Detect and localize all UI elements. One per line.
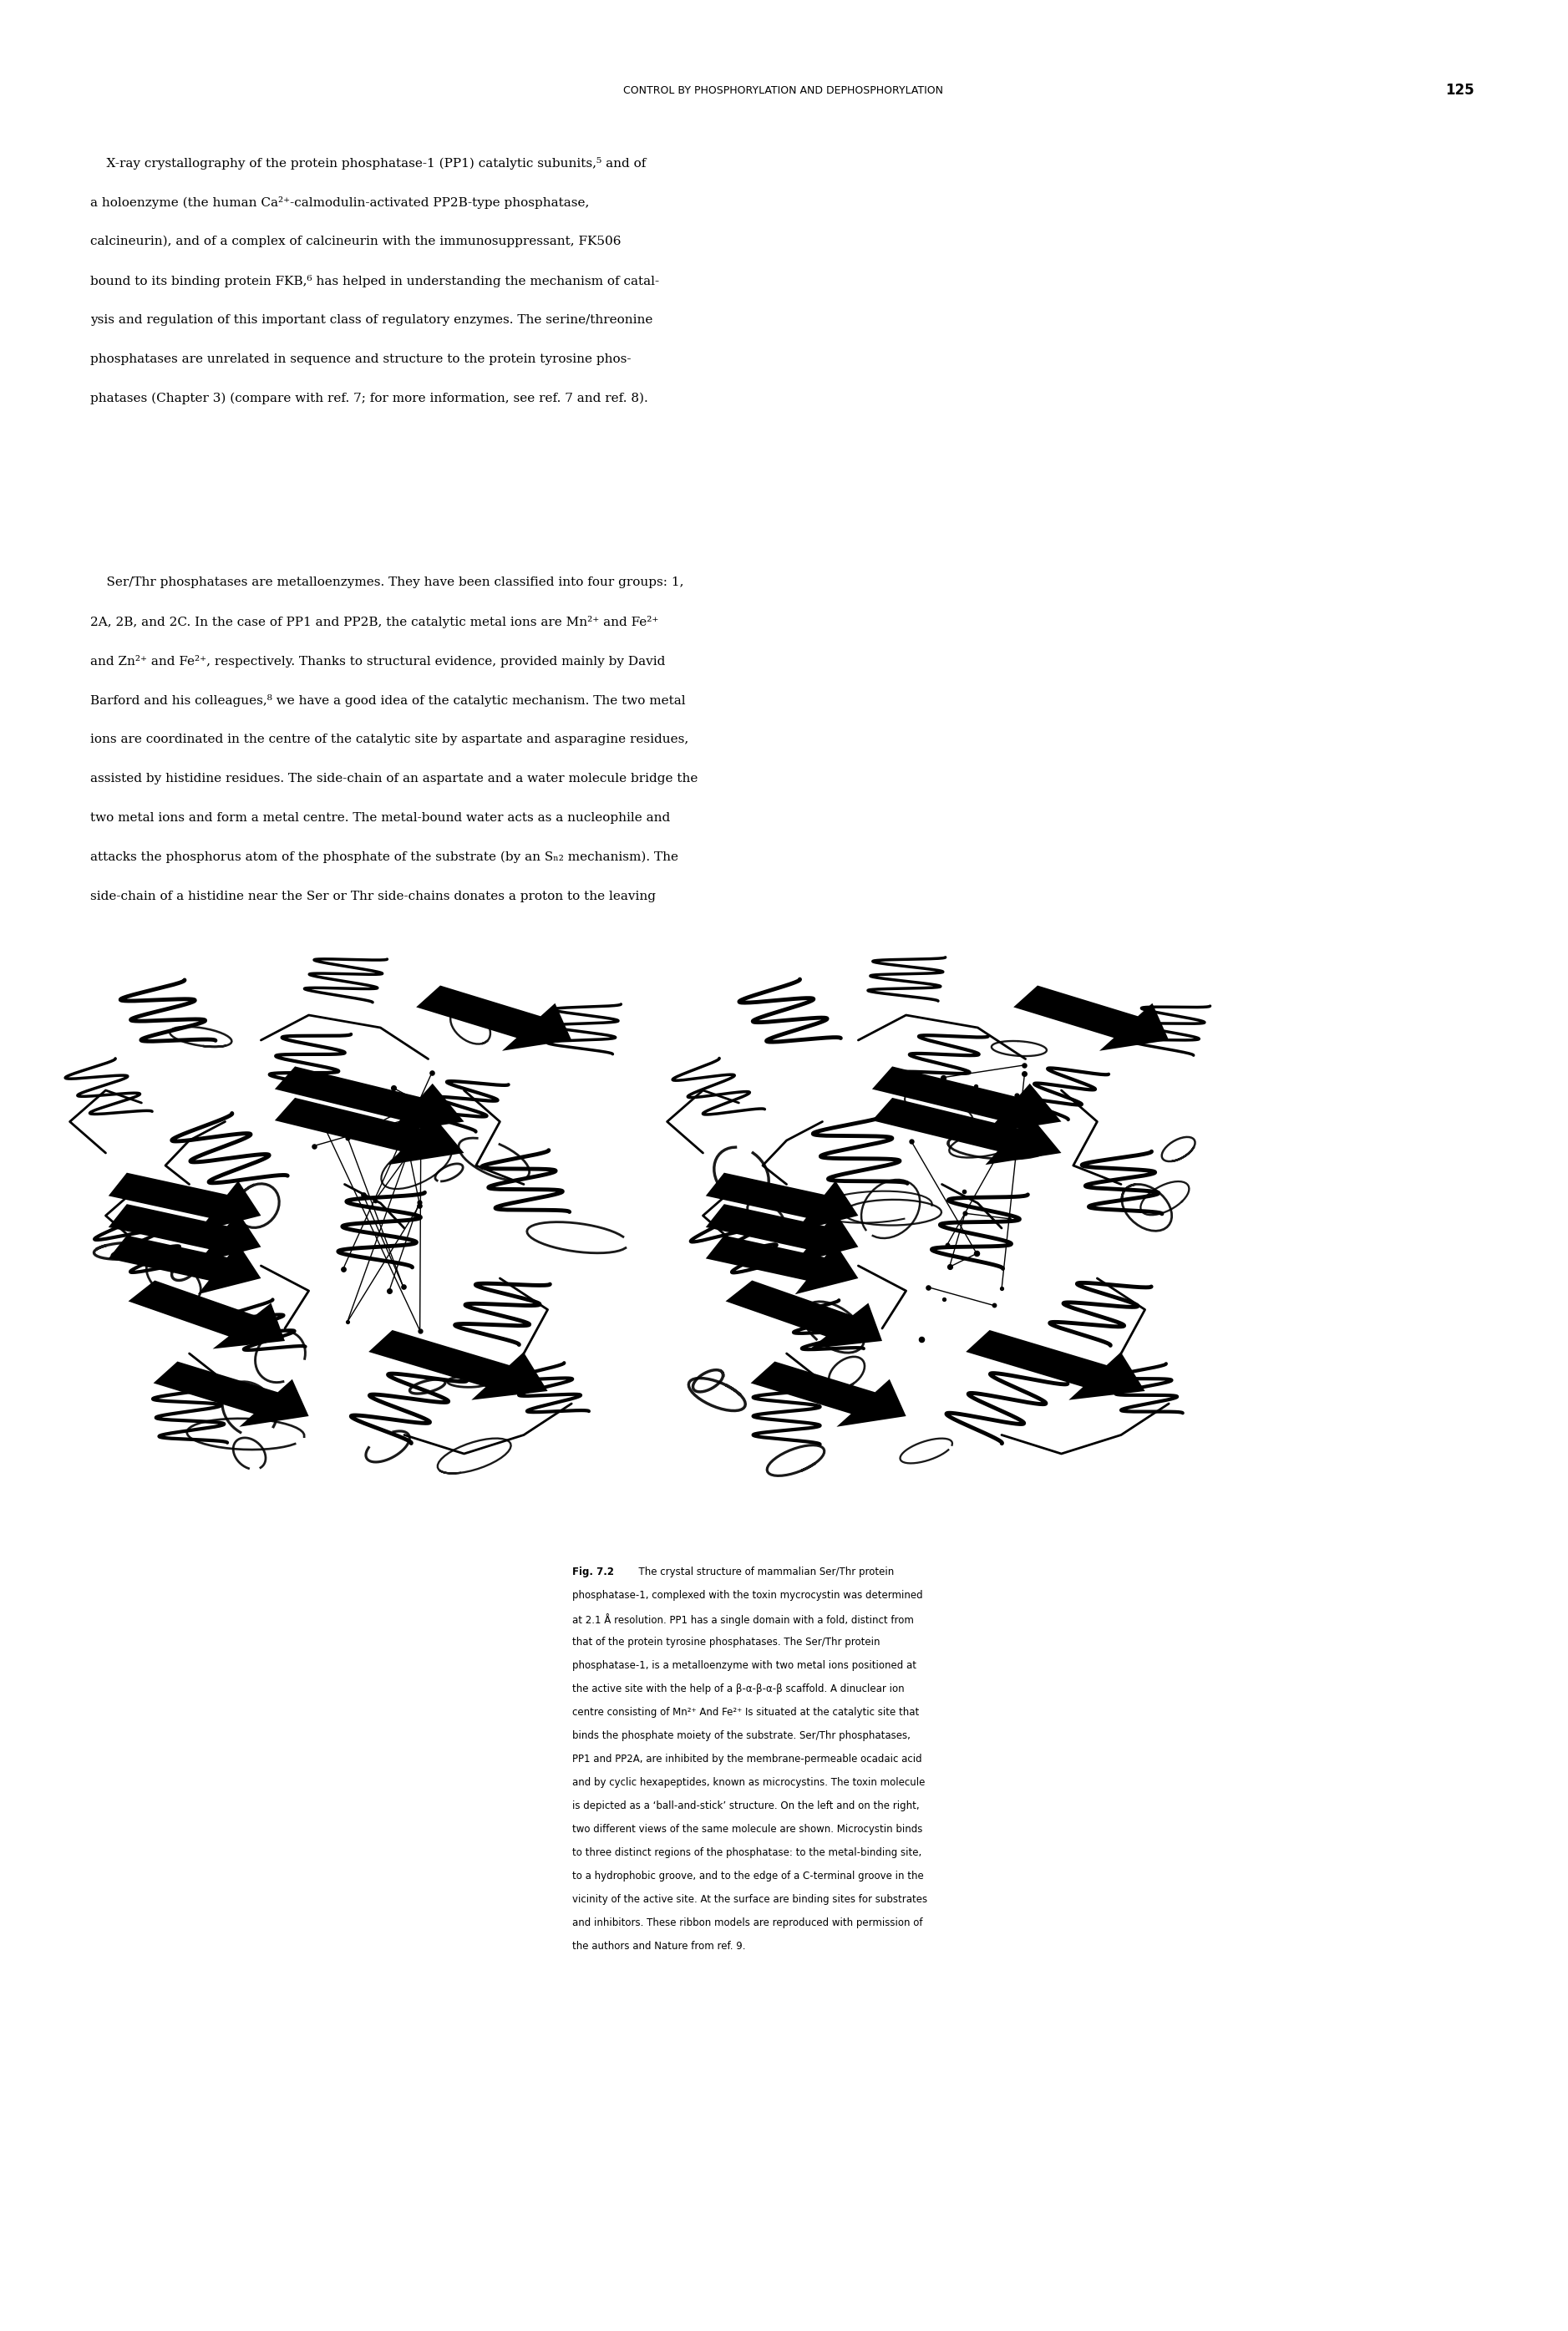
Polygon shape — [416, 986, 572, 1051]
Text: Barford and his colleagues,⁸ we have a good idea of the catalytic mechanism. The: Barford and his colleagues,⁸ we have a g… — [91, 695, 685, 706]
Polygon shape — [872, 1065, 1062, 1133]
Text: to three distinct regions of the phosphatase: to the metal-binding site,: to three distinct regions of the phospha… — [572, 1846, 922, 1858]
Polygon shape — [1013, 986, 1168, 1051]
Polygon shape — [726, 1280, 883, 1350]
Polygon shape — [129, 1280, 285, 1350]
Text: phosphatases are unrelated in sequence and structure to the protein tyrosine pho: phosphatases are unrelated in sequence a… — [91, 354, 632, 366]
Text: The crystal structure of mammalian Ser/Thr protein: The crystal structure of mammalian Ser/T… — [632, 1566, 894, 1578]
Text: ions are coordinated in the centre of the catalytic site by aspartate and aspara: ions are coordinated in the centre of th… — [91, 734, 688, 746]
Text: and by cyclic hexapeptides, known as microcystins. The toxin molecule: and by cyclic hexapeptides, known as mic… — [572, 1776, 925, 1788]
Text: 2A, 2B, and 2C. In the case of PP1 and PP2B, the catalytic metal ions are Mn²⁺ a: 2A, 2B, and 2C. In the case of PP1 and P… — [91, 615, 659, 629]
Text: two metal ions and form a metal centre. The metal-bound water acts as a nucleoph: two metal ions and form a metal centre. … — [91, 811, 670, 823]
Text: X-ray crystallography of the protein phosphatase-1 (PP1) catalytic subunits,⁵ an: X-ray crystallography of the protein pho… — [91, 156, 646, 170]
Polygon shape — [872, 1098, 1062, 1166]
Text: Fig. 7.2: Fig. 7.2 — [572, 1566, 615, 1578]
Text: two different views of the same molecule are shown. Microcystin binds: two different views of the same molecule… — [572, 1823, 922, 1834]
Polygon shape — [108, 1205, 260, 1263]
Text: centre consisting of Mn²⁺ And Fe²⁺ Is situated at the catalytic site that: centre consisting of Mn²⁺ And Fe²⁺ Is si… — [572, 1706, 919, 1718]
Text: vicinity of the active site. At the surface are binding sites for substrates: vicinity of the active site. At the surf… — [572, 1895, 927, 1904]
Text: CONTROL BY PHOSPHORYLATION AND DEPHOSPHORYLATION: CONTROL BY PHOSPHORYLATION AND DEPHOSPHO… — [624, 84, 944, 96]
Polygon shape — [274, 1098, 464, 1166]
Text: bound to its binding protein FKB,⁶ has helped in understanding the mechanism of : bound to its binding protein FKB,⁶ has h… — [91, 275, 659, 287]
Polygon shape — [368, 1331, 547, 1401]
Text: and inhibitors. These ribbon models are reproduced with permission of: and inhibitors. These ribbon models are … — [572, 1918, 922, 1928]
Text: ysis and regulation of this important class of regulatory enzymes. The serine/th: ysis and regulation of this important cl… — [91, 315, 652, 326]
Text: side-chain of a histidine near the Ser or Thr side-chains donates a proton to th: side-chain of a histidine near the Ser o… — [91, 890, 655, 902]
Text: to a hydrophobic groove, and to the edge of a C-terminal groove in the: to a hydrophobic groove, and to the edge… — [572, 1872, 924, 1881]
Text: attacks the phosphorus atom of the phosphate of the substrate (by an Sₙ₂ mechani: attacks the phosphorus atom of the phosp… — [91, 851, 679, 862]
Text: phosphatase-1, is a metalloenzyme with two metal ions positioned at: phosphatase-1, is a metalloenzyme with t… — [572, 1660, 916, 1671]
Polygon shape — [706, 1235, 858, 1294]
Text: 125: 125 — [1446, 82, 1474, 98]
Polygon shape — [751, 1361, 906, 1427]
Text: the active site with the help of a β-α-β-α-β scaffold. A dinuclear ion: the active site with the help of a β-α-β… — [572, 1683, 905, 1695]
Polygon shape — [706, 1205, 858, 1263]
Text: at 2.1 Å resolution. PP1 has a single domain with a fold, distinct from: at 2.1 Å resolution. PP1 has a single do… — [572, 1613, 914, 1625]
Text: that of the protein tyrosine phosphatases. The Ser/Thr protein: that of the protein tyrosine phosphatase… — [572, 1636, 880, 1648]
Polygon shape — [108, 1172, 260, 1231]
Text: PP1 and PP2A, are inhibited by the membrane-permeable ocadaic acid: PP1 and PP2A, are inhibited by the membr… — [572, 1753, 922, 1765]
Text: a holoenzyme (the human Ca²⁺-calmodulin-activated PP2B-type phosphatase,: a holoenzyme (the human Ca²⁺-calmodulin-… — [91, 196, 590, 210]
Polygon shape — [154, 1361, 309, 1427]
Polygon shape — [274, 1065, 464, 1133]
Text: phosphatase-1, complexed with the toxin mycrocystin was determined: phosphatase-1, complexed with the toxin … — [572, 1590, 924, 1601]
Text: the authors and Nature from ref. 9.: the authors and Nature from ref. 9. — [572, 1942, 745, 1951]
Text: is depicted as a ‘ball-and-stick’ structure. On the left and on the right,: is depicted as a ‘ball-and-stick’ struct… — [572, 1800, 919, 1811]
Text: binds the phosphate moiety of the substrate. Ser/Thr phosphatases,: binds the phosphate moiety of the substr… — [572, 1730, 911, 1741]
Text: assisted by histidine residues. The side-chain of an aspartate and a water molec: assisted by histidine residues. The side… — [91, 774, 698, 786]
Text: Ser/Thr phosphatases are metalloenzymes. They have been classified into four gro: Ser/Thr phosphatases are metalloenzymes.… — [91, 576, 684, 587]
Polygon shape — [108, 1235, 260, 1294]
Text: calcineurin), and of a complex of calcineurin with the immunosuppressant, FK506: calcineurin), and of a complex of calcin… — [91, 235, 621, 247]
Text: phatases (Chapter 3) (compare with ref. 7; for more information, see ref. 7 and : phatases (Chapter 3) (compare with ref. … — [91, 392, 648, 406]
Polygon shape — [966, 1331, 1145, 1401]
Text: and Zn²⁺ and Fe²⁺, respectively. Thanks to structural evidence, provided mainly : and Zn²⁺ and Fe²⁺, respectively. Thanks … — [91, 655, 665, 667]
Polygon shape — [706, 1172, 858, 1231]
